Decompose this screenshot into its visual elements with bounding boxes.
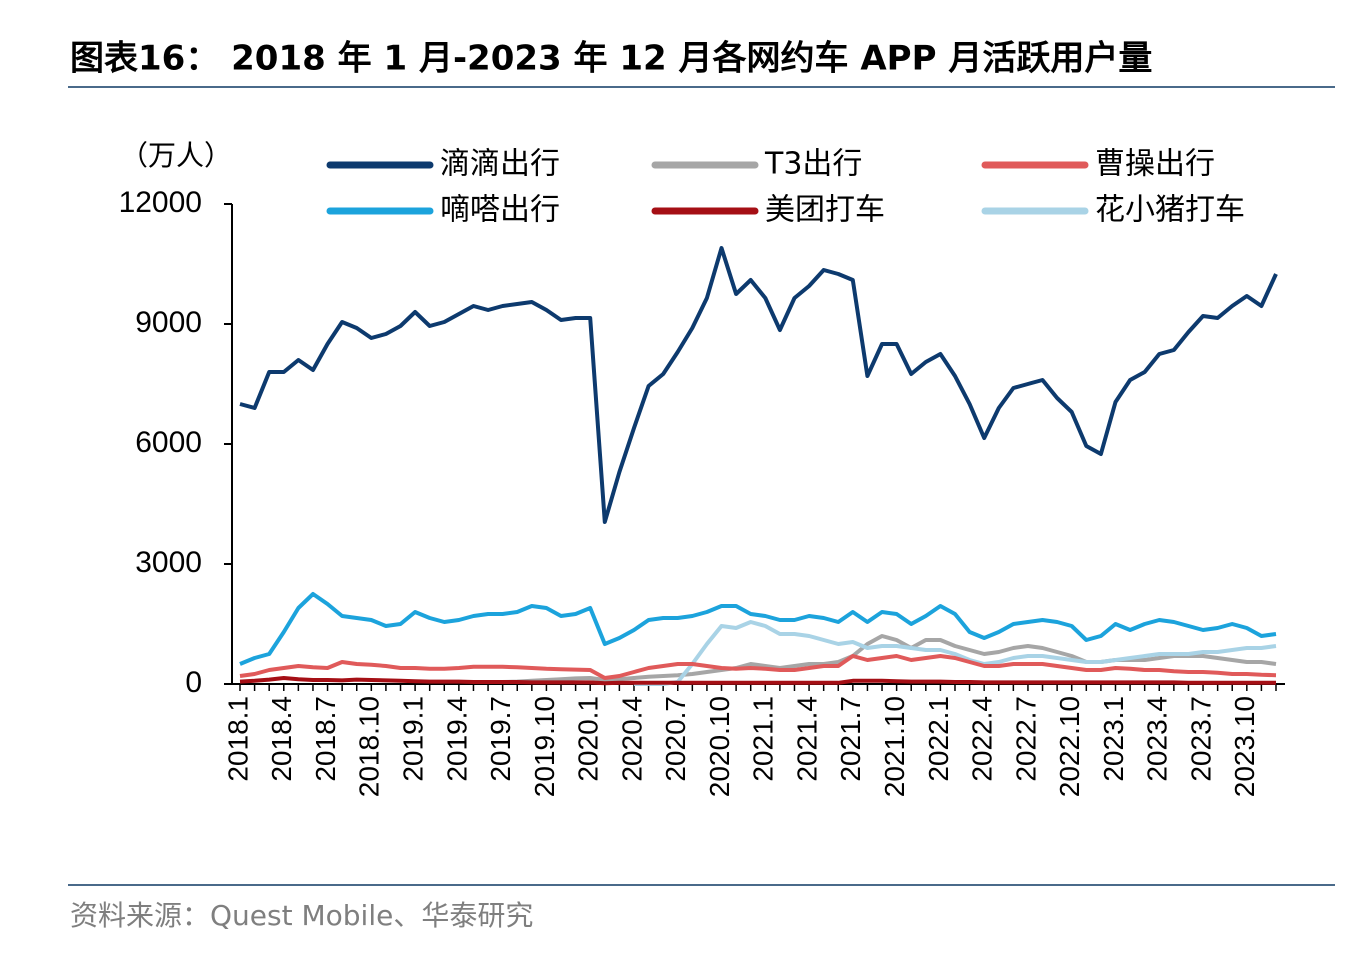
legend-label: 美团打车 <box>765 193 885 228</box>
source: 资料来源：Quest Mobile、华泰研究 <box>70 899 533 932</box>
x-tick-label: 2021.4 <box>791 696 822 782</box>
y-tick-label: 9000 <box>135 306 202 339</box>
series-line <box>239 654 1277 680</box>
x-tick-label: 2019.4 <box>441 696 472 782</box>
series-line <box>239 676 1276 686</box>
x-tick-label: 2022.1 <box>923 696 954 782</box>
y-tick-label: 0 <box>185 666 202 699</box>
y-tick-label: 3000 <box>135 546 202 579</box>
legend-label: 花小猪打车 <box>1095 193 1245 228</box>
x-tick-label: 2018.1 <box>222 696 253 782</box>
series-line <box>239 246 1278 524</box>
legend-label: 嘀嗒出行 <box>440 193 560 228</box>
x-tick-label: 2019.7 <box>485 696 516 782</box>
x-tick-label: 2020.1 <box>573 696 604 782</box>
x-tick-label: 2022.10 <box>1054 696 1085 797</box>
x-tick-label: 2021.10 <box>879 696 910 797</box>
x-tick-label: 2021.7 <box>835 696 866 782</box>
y-axis-label: （万人） <box>120 139 232 172</box>
series-line <box>634 620 1277 686</box>
x-tick-label: 2018.10 <box>354 696 385 797</box>
y-tick-label: 6000 <box>135 426 202 459</box>
legend-label: 曹操出行 <box>1095 147 1215 182</box>
series-line <box>239 592 1277 666</box>
x-tick-label: 2019.1 <box>397 696 428 782</box>
x-tick-label: 2023.1 <box>1098 696 1129 782</box>
x-tick-label: 2023.4 <box>1142 696 1173 782</box>
x-tick-label: 2022.7 <box>1010 696 1041 782</box>
x-tick-label: 2023.10 <box>1229 696 1260 797</box>
series-line <box>502 634 1277 684</box>
x-tick-label: 2020.10 <box>704 696 735 797</box>
x-tick-label: 2019.10 <box>529 696 560 797</box>
legend-label: T3出行 <box>764 147 862 182</box>
x-tick-label: 2020.7 <box>660 696 691 782</box>
chart-title: 图表16： 2018 年 1 月-2023 年 12 月各网约车 APP 月活跃… <box>70 39 1152 79</box>
x-tick-label: 2022.4 <box>967 696 998 782</box>
x-tick-label: 2018.7 <box>310 696 341 782</box>
legend-label: 滴滴出行 <box>440 147 560 182</box>
x-tick-label: 2018.4 <box>266 696 297 782</box>
x-tick-label: 2021.1 <box>748 696 779 782</box>
y-tick-label: 12000 <box>119 186 202 219</box>
x-tick-label: 2023.7 <box>1185 696 1216 782</box>
x-tick-label: 2020.4 <box>616 696 647 782</box>
